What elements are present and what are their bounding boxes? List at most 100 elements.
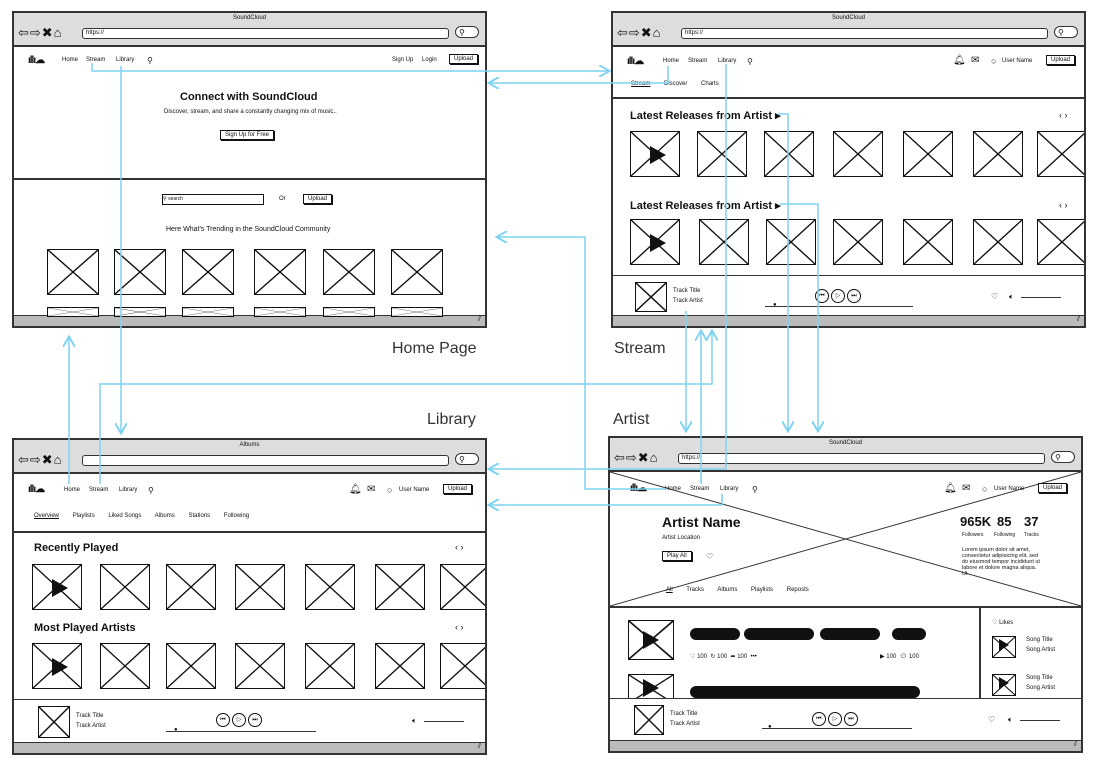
soundcloud-logo[interactable]: ıllı☁ (630, 483, 647, 494)
tab-stations[interactable]: Stations (188, 513, 211, 519)
more-icon[interactable]: ••• (750, 654, 757, 660)
volume-slider[interactable] (1021, 297, 1061, 298)
resize-grip-icon[interactable]: ⫽ (1076, 316, 1080, 323)
tab-albums[interactable]: Albums (154, 513, 175, 519)
play-icon[interactable] (999, 677, 1009, 689)
heart-icon[interactable]: ♡ (706, 552, 714, 561)
upload-button[interactable]: Upload (443, 484, 473, 494)
browser-nav-icons[interactable]: ⇦⇨✖⌂ (614, 450, 659, 465)
carousel-arrows[interactable]: ‹ › (1059, 200, 1068, 210)
trending-item[interactable] (391, 249, 443, 295)
tab-albums[interactable]: Albums (717, 587, 738, 593)
liked-song-artwork[interactable] (992, 636, 1016, 658)
search-icon[interactable]: ⚲ (747, 57, 753, 66)
release-item[interactable] (903, 219, 953, 265)
search-icon[interactable]: ⚲ (752, 485, 758, 494)
trending-item[interactable] (114, 249, 166, 295)
recent-item[interactable] (305, 564, 355, 610)
progress-handle[interactable]: ● (773, 302, 777, 308)
browser-nav-icons[interactable]: ⇦⇨✖⌂ (617, 25, 662, 40)
progress-bar[interactable] (765, 306, 913, 307)
resize-grip-icon[interactable]: ⫽ (1073, 741, 1077, 748)
nav-library[interactable]: Library (119, 487, 138, 493)
artist-item[interactable] (166, 643, 216, 689)
search-icon[interactable]: ⚲ (455, 26, 479, 38)
trending-item[interactable] (182, 249, 234, 295)
trending-item[interactable] (254, 249, 306, 295)
nav-library[interactable]: Library (116, 57, 135, 63)
login-link[interactable]: Login (422, 57, 437, 63)
artist-item[interactable] (32, 643, 82, 689)
release-item[interactable] (697, 131, 747, 177)
nav-stream[interactable]: Stream (89, 487, 109, 493)
release-item[interactable] (764, 131, 814, 177)
release-item[interactable] (973, 219, 1023, 265)
tab-tracks[interactable]: Tracks (686, 587, 705, 593)
progress-bar[interactable] (166, 731, 316, 732)
play-icon[interactable] (52, 658, 68, 676)
waveform[interactable] (690, 628, 740, 640)
avatar[interactable]: ○ (982, 484, 988, 494)
trending-item[interactable] (47, 249, 99, 295)
trending-item[interactable] (323, 249, 375, 295)
release-item[interactable] (630, 219, 680, 265)
play-icon[interactable] (643, 631, 659, 649)
track-artwork[interactable] (628, 620, 674, 660)
recent-item[interactable] (235, 564, 285, 610)
nav-home[interactable]: Home (663, 58, 680, 64)
waveform[interactable] (690, 686, 920, 698)
mail-icon[interactable]: ✉ (962, 483, 971, 494)
nav-library[interactable]: Library (718, 58, 737, 64)
bell-icon[interactable]: 🔔︎ (944, 483, 957, 494)
release-item[interactable] (973, 131, 1023, 177)
upload-button[interactable]: Upload (1038, 483, 1068, 493)
browser-nav-icons[interactable]: ⇦⇨✖⌂ (18, 25, 63, 40)
browser-nav-icons[interactable]: ⇦⇨✖⌂ (18, 452, 63, 467)
mail-icon[interactable]: ✉ (971, 55, 980, 66)
upload-button[interactable]: Upload (1046, 55, 1076, 65)
play-icon[interactable] (650, 146, 666, 164)
share-icon[interactable]: ➦ (730, 654, 736, 660)
search-icon[interactable]: ⚲ (148, 486, 154, 495)
volume-icon[interactable]: 🔈︎ (1008, 715, 1013, 724)
play-all-button[interactable]: Play All (662, 551, 692, 561)
recent-item[interactable] (32, 564, 82, 610)
tab-stream[interactable]: Stream (631, 81, 651, 87)
release-item[interactable] (630, 131, 680, 177)
release-item[interactable] (699, 219, 749, 265)
volume-icon[interactable]: 🔈︎ (412, 716, 417, 725)
soundcloud-logo[interactable]: ıllı☁ (28, 55, 45, 66)
play-icon[interactable] (52, 579, 68, 597)
artist-item[interactable] (100, 643, 150, 689)
liked-song-artwork[interactable] (992, 674, 1016, 696)
tab-playlists[interactable]: Playlists (751, 587, 774, 593)
waveform[interactable] (892, 628, 926, 640)
recent-item[interactable] (166, 564, 216, 610)
user-name[interactable]: User Name (399, 487, 430, 493)
play-icon[interactable]: ▷ (828, 712, 842, 726)
play-icon[interactable]: ▷ (232, 713, 246, 727)
nav-home[interactable]: Home (64, 487, 81, 493)
progress-handle[interactable]: ● (768, 724, 772, 730)
url-field[interactable] (82, 455, 449, 466)
soundcloud-logo[interactable]: ıllı☁ (28, 484, 45, 495)
soundcloud-logo[interactable]: ıllı☁ (627, 56, 644, 67)
play-icon[interactable]: ▷ (831, 289, 845, 303)
volume-slider[interactable] (424, 721, 464, 722)
recent-item[interactable] (440, 564, 485, 610)
volume-slider[interactable] (1020, 720, 1060, 721)
avatar[interactable]: ○ (387, 485, 393, 495)
nav-stream[interactable]: Stream (688, 58, 708, 64)
upload-button[interactable]: Upload (449, 54, 479, 64)
play-icon[interactable] (999, 639, 1009, 651)
heart-icon[interactable]: ♡ (988, 715, 996, 724)
tab-following[interactable]: Following (223, 513, 250, 519)
trending-item[interactable] (391, 307, 443, 317)
trending-item[interactable] (254, 307, 306, 317)
nav-home[interactable]: Home (665, 486, 682, 492)
artist-item[interactable] (235, 643, 285, 689)
play-icon[interactable] (643, 679, 659, 697)
heart-icon[interactable]: ♡ (690, 654, 696, 660)
volume-icon[interactable]: 🔈︎ (1009, 292, 1014, 301)
previous-icon[interactable]: ⏮ (815, 289, 829, 303)
